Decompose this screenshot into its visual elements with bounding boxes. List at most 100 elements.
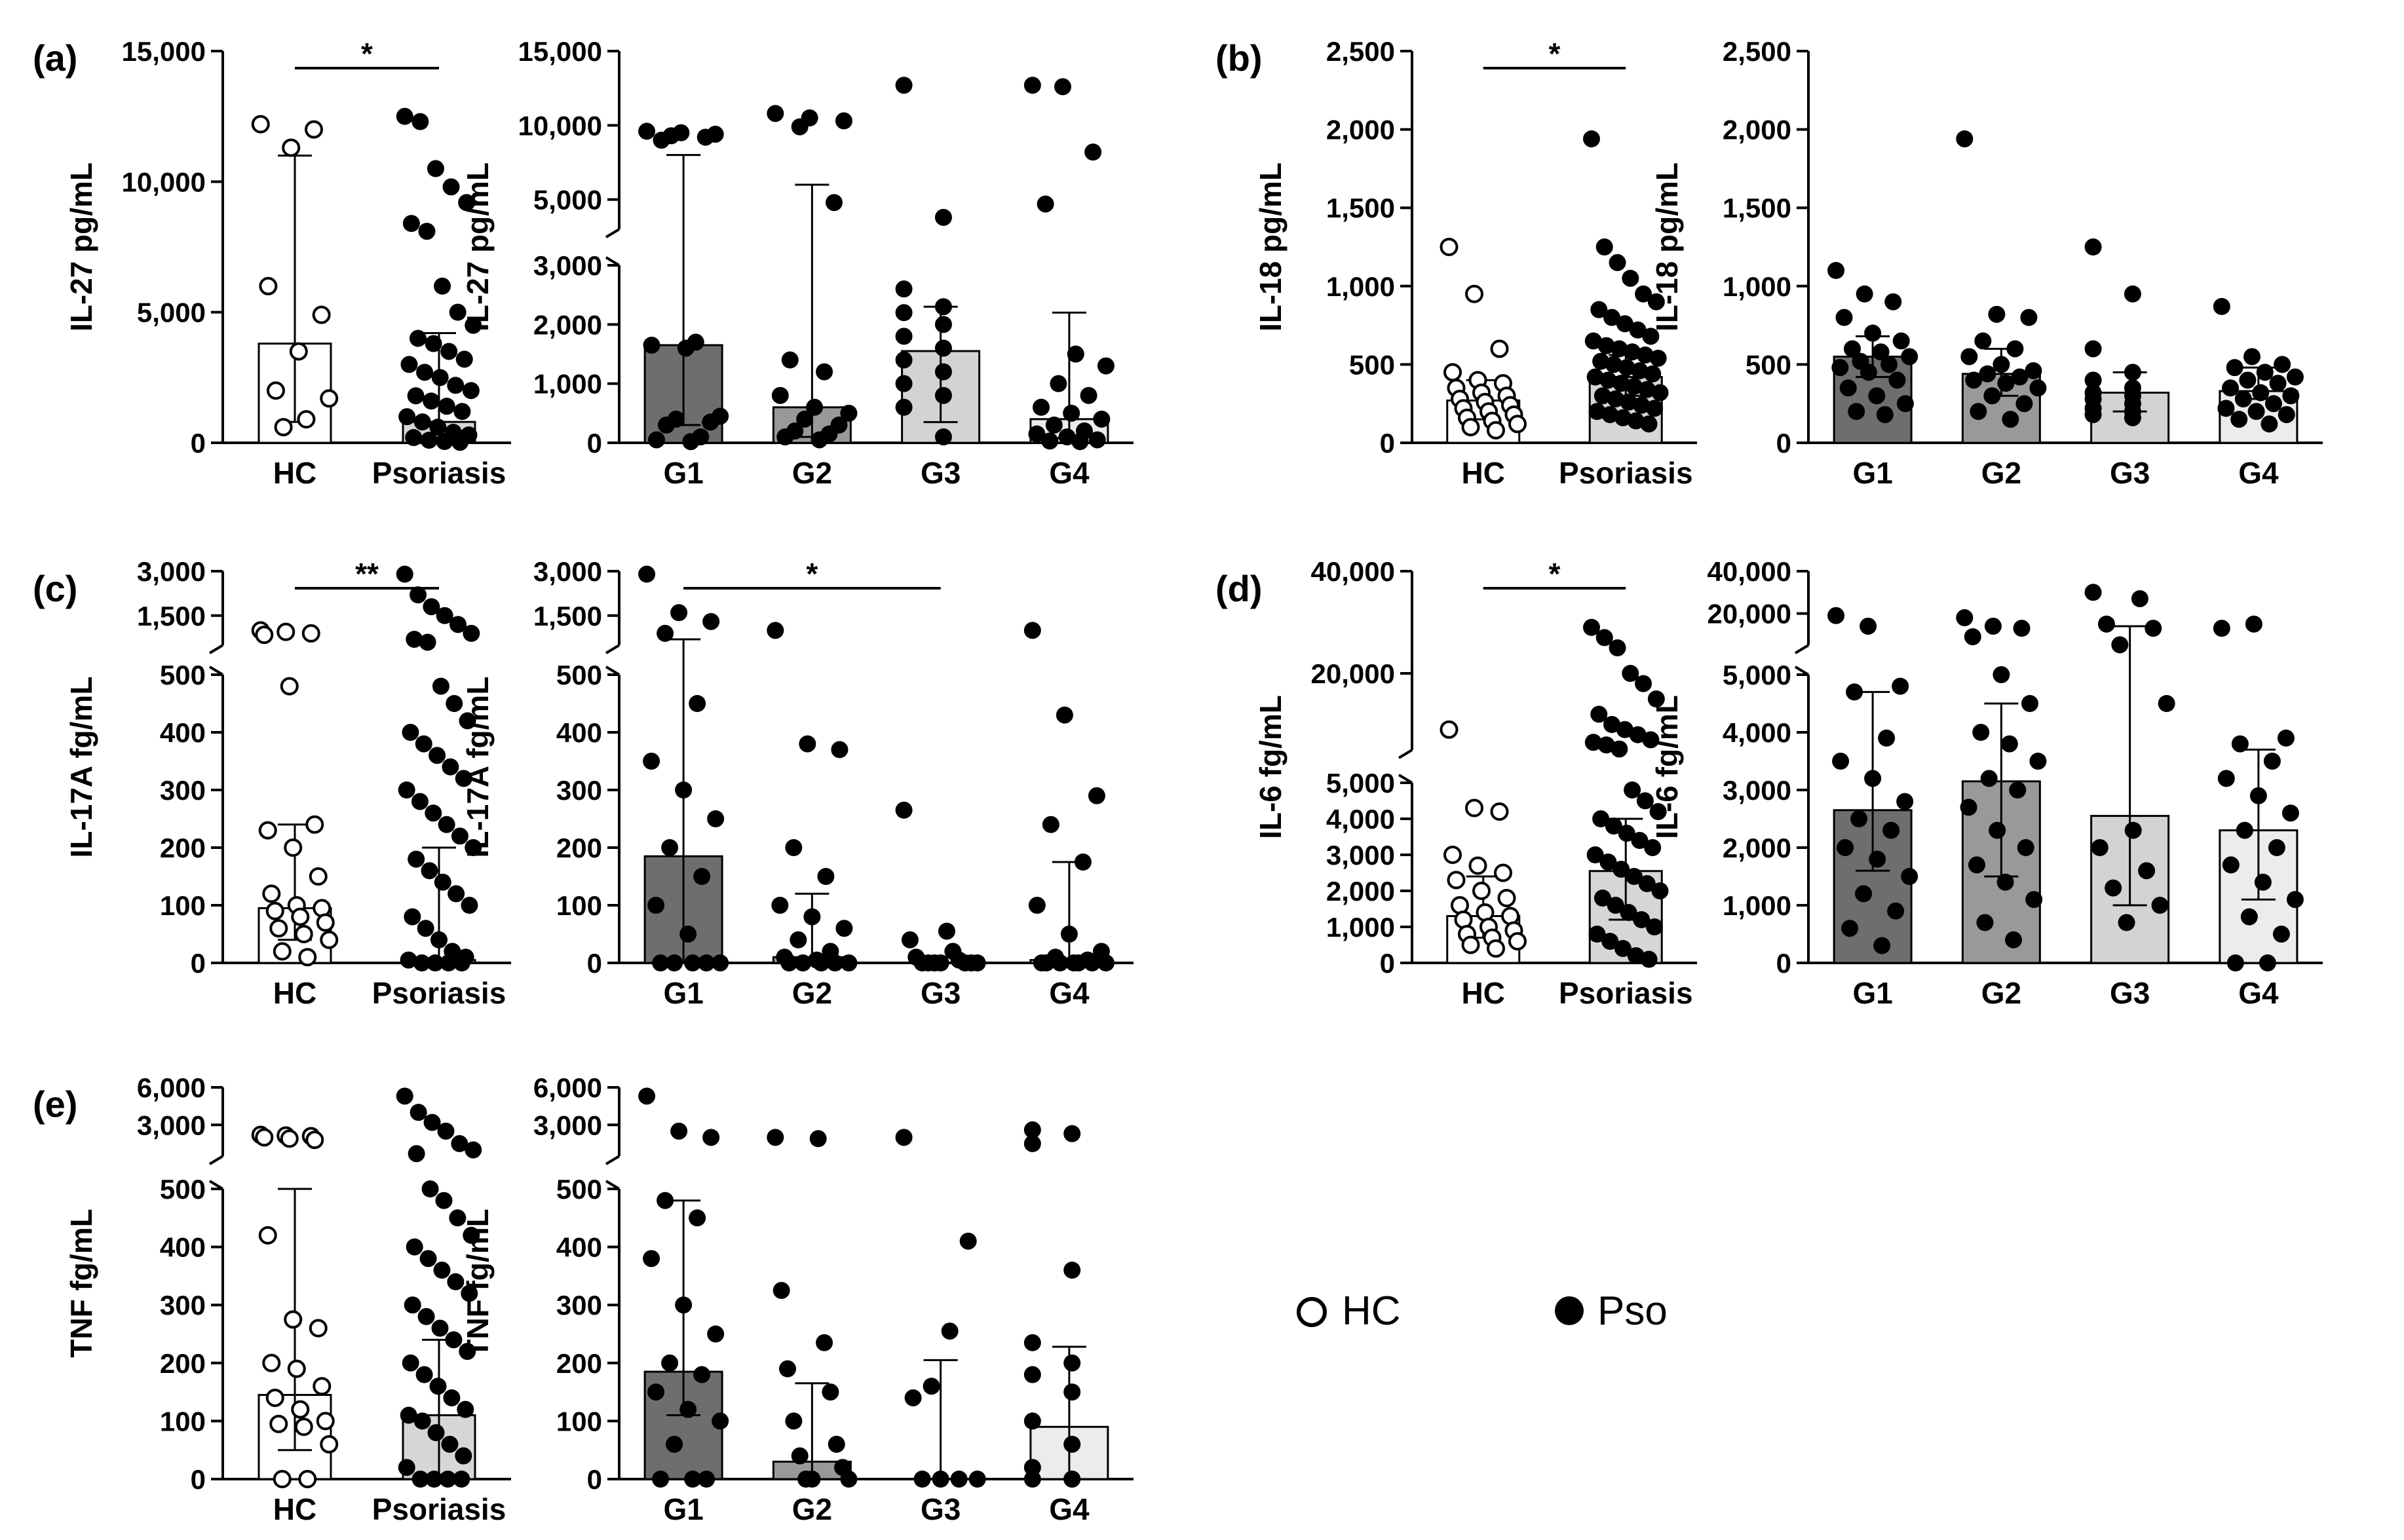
- y-tick-label: 1,000: [533, 369, 602, 400]
- significance-label: *: [361, 37, 373, 71]
- data-point: [1607, 897, 1624, 914]
- data-point: [1647, 690, 1665, 707]
- data-point: [419, 1250, 437, 1268]
- data-point: [2226, 954, 2244, 971]
- data-point-hc: [298, 1470, 317, 1488]
- data-point: [1597, 337, 1615, 354]
- data-point: [707, 1325, 725, 1343]
- y-tick-label: 1,500: [137, 601, 206, 631]
- y-tick-label: 100: [160, 890, 206, 921]
- bar-group-G3: [895, 77, 981, 445]
- y-tick-label: 0: [191, 428, 206, 459]
- data-point: [461, 897, 478, 914]
- data-point: [434, 873, 451, 891]
- data-point: [895, 351, 913, 369]
- x-tick-label: G2: [792, 976, 832, 1010]
- data-point: [430, 931, 448, 948]
- data-point: [1860, 364, 1877, 381]
- y-tick-label: 400: [556, 1232, 602, 1263]
- data-point: [429, 747, 446, 764]
- data-point: [712, 954, 729, 971]
- data-point: [411, 113, 429, 130]
- data-point: [2249, 787, 2267, 804]
- data-point: [2278, 405, 2295, 423]
- data-point: [438, 816, 455, 833]
- bar-group-G2: [767, 622, 858, 971]
- data-point: [423, 598, 440, 616]
- data-point: [1960, 798, 1977, 816]
- y-tick-label: 400: [160, 717, 206, 748]
- y-tick-label: 500: [1349, 349, 1395, 380]
- data-point: [1896, 793, 1914, 810]
- data-point: [1599, 371, 1617, 389]
- data-point: [2084, 584, 2102, 601]
- data-point: [794, 954, 812, 971]
- data-point-hc: [273, 942, 292, 961]
- data-point: [1839, 379, 1857, 397]
- x-tick-label: G3: [921, 976, 961, 1010]
- bar-group-Psoriasis: [396, 565, 482, 971]
- data-point: [1629, 726, 1647, 743]
- x-tick-label: G1: [1852, 976, 1892, 1010]
- data-point: [1054, 78, 1071, 96]
- data-point: [2222, 379, 2240, 397]
- data-point: [2245, 615, 2262, 633]
- data-point: [776, 428, 794, 445]
- data-point: [796, 410, 814, 428]
- data-point: [693, 1366, 711, 1383]
- data-point: [400, 1406, 417, 1424]
- data-point: [1873, 937, 1891, 954]
- data-point: [767, 1129, 784, 1146]
- data-point: [411, 793, 429, 810]
- data-point: [806, 398, 824, 416]
- y-tick-label: 4,000: [1723, 717, 1791, 748]
- x-tick-label: G1: [663, 456, 703, 490]
- data-point: [441, 1435, 459, 1453]
- data-point-hc: [273, 1470, 292, 1488]
- data-point: [1588, 926, 1606, 943]
- data-point: [811, 431, 828, 449]
- data-point: [2222, 856, 2240, 874]
- data-point: [435, 1192, 453, 1209]
- data-point: [449, 303, 467, 321]
- data-point: [2015, 395, 2033, 413]
- panel-label: (d): [1215, 568, 1263, 609]
- data-point: [1063, 1125, 1081, 1142]
- y-tick-label: 2,500: [1723, 36, 1791, 67]
- data-point: [2000, 735, 2018, 753]
- data-point: [1627, 947, 1645, 964]
- data-point-hc: [1465, 798, 1483, 817]
- data-point: [677, 339, 695, 357]
- bar-group-G2: [1956, 130, 2047, 444]
- data-point: [1071, 433, 1089, 451]
- x-tick-label: G2: [792, 1492, 832, 1526]
- data-point: [398, 1459, 415, 1476]
- data-point: [1056, 706, 1073, 724]
- data-point: [1896, 395, 1914, 413]
- y-tick-label: 10,000: [122, 166, 206, 197]
- data-point: [1843, 340, 1861, 358]
- data-point: [679, 1400, 697, 1418]
- data-point: [2226, 359, 2243, 377]
- x-tick-label: G3: [921, 1492, 961, 1526]
- data-point: [2256, 364, 2274, 381]
- bar-group-HC: [1440, 238, 1527, 444]
- bar-group-G4: [2213, 297, 2304, 444]
- data-point: [1644, 839, 1662, 856]
- data-point: [458, 194, 476, 212]
- y-tick-label: 5,000: [137, 297, 206, 328]
- data-point: [1023, 77, 1041, 94]
- data-point: [2239, 371, 2257, 389]
- data-point: [1846, 683, 1863, 701]
- data-point: [1848, 403, 1865, 421]
- data-point: [451, 827, 468, 845]
- x-tick-label: HC: [1462, 976, 1505, 1010]
- y-axis: [1794, 571, 1810, 963]
- bar-group-G4: [1023, 622, 1115, 971]
- axis-break-mark: [605, 1155, 620, 1165]
- y-tick-label: 3,000: [533, 250, 602, 281]
- data-point: [1976, 914, 1994, 931]
- data-point: [2021, 695, 2038, 712]
- data-point: [437, 1122, 455, 1140]
- data-point: [445, 1331, 463, 1349]
